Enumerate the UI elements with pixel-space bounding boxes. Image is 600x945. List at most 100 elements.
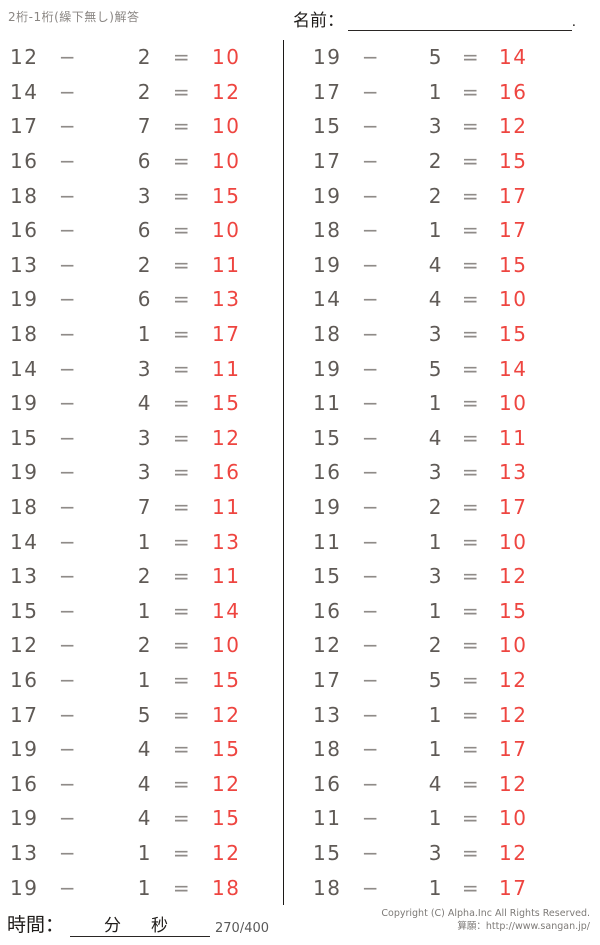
minus-sign: − [361,840,381,865]
subtrahend-value: 1 [428,529,443,554]
problem-row: 17 − 1 = 16 [284,75,600,110]
minuend-value: 19 [10,460,39,485]
subtrahend-value: 1 [137,598,152,623]
problem-row: 19 − 6 = 13 [0,282,283,317]
minuend-value: 16 [10,218,39,243]
problem-row: 19 − 4 = 15 [0,801,283,836]
problem-row: 19 − 2 = 17 [284,490,600,525]
minuend-value: 14 [313,287,342,312]
minus-sign: − [361,149,381,174]
answer-value: 17 [212,322,241,347]
answer-value: 10 [499,391,528,416]
subtrahend-value: 4 [137,391,152,416]
problem-row: 16 − 4 = 12 [284,766,600,801]
minuend-value: 11 [313,806,342,831]
minus-sign: − [361,356,381,381]
answer-value: 17 [499,875,528,900]
answer-value: 10 [499,633,528,658]
time-field: 時間： 分 秒 [7,910,211,937]
subtrahend-value: 4 [137,771,152,796]
minuend-value: 19 [10,287,39,312]
subtrahend-value: 1 [137,322,152,347]
minus-sign: − [361,79,381,104]
minus-sign: − [361,598,381,623]
answer-value: 10 [212,149,241,174]
subtrahend-value: 1 [428,79,443,104]
minus-sign: − [58,45,78,70]
minus-sign: − [58,633,78,658]
problem-row: 17 − 5 = 12 [0,697,283,732]
minus-sign: − [361,633,381,658]
minuend-value: 12 [313,633,342,658]
subtrahend-value: 2 [428,495,443,520]
answer-value: 10 [212,45,241,70]
subtrahend-value: 2 [137,564,152,589]
problem-row: 16 − 6 = 10 [0,213,283,248]
subtrahend-value: 2 [137,79,152,104]
subtrahend-value: 4 [428,252,443,277]
equals-sign: = [172,806,192,831]
equals-sign: = [172,425,192,450]
minus-sign: − [361,425,381,450]
problem-row: 15 − 3 = 12 [284,109,600,144]
minus-sign: − [361,529,381,554]
minus-sign: − [361,737,381,762]
answer-value: 12 [499,771,528,796]
minuend-value: 19 [10,806,39,831]
answer-value: 12 [499,702,528,727]
minus-sign: − [58,495,78,520]
answer-value: 15 [212,667,241,692]
subtrahend-value: 6 [137,287,152,312]
name-field: 名前：. [293,6,576,31]
equals-sign: = [172,737,192,762]
answer-value: 15 [212,391,241,416]
minus-sign: − [58,598,78,623]
answer-value: 13 [212,287,241,312]
equals-sign: = [172,252,192,277]
equals-sign: = [461,114,481,139]
subtrahend-value: 1 [428,875,443,900]
problem-row: 11 − 1 = 10 [284,801,600,836]
minus-sign: − [361,322,381,347]
subtrahend-value: 3 [137,183,152,208]
answer-value: 10 [212,114,241,139]
name-underline [348,11,572,31]
answer-value: 15 [212,183,241,208]
problem-row: 12 − 2 = 10 [0,628,283,663]
answer-value: 14 [499,356,528,381]
problem-row: 12 − 2 = 10 [284,628,600,663]
equals-sign: = [461,425,481,450]
subtrahend-value: 3 [137,425,152,450]
subtrahend-value: 3 [428,322,443,347]
minuend-value: 16 [313,771,342,796]
problem-row: 19 − 3 = 16 [0,455,283,490]
answer-value: 12 [499,840,528,865]
problem-row: 19 − 4 = 15 [0,732,283,767]
page-title: 2桁-1桁(繰下無し)解答 [8,10,140,24]
minuend-value: 15 [313,114,342,139]
minus-sign: − [361,806,381,831]
subtrahend-value: 1 [137,667,152,692]
equals-sign: = [461,495,481,520]
equals-sign: = [461,840,481,865]
minus-sign: − [361,495,381,520]
equals-sign: = [172,149,192,174]
answer-value: 10 [499,529,528,554]
equals-sign: = [461,322,481,347]
equals-sign: = [172,391,192,416]
minuend-value: 19 [313,252,342,277]
problem-row: 19 − 1 = 18 [0,870,283,905]
equals-sign: = [172,875,192,900]
minuend-value: 19 [313,45,342,70]
equals-sign: = [172,79,192,104]
equals-sign: = [461,460,481,485]
problem-row: 19 − 5 = 14 [284,351,600,386]
minus-sign: − [58,771,78,796]
minus-sign: − [58,840,78,865]
subtrahend-value: 3 [428,114,443,139]
answer-value: 10 [499,287,528,312]
equals-sign: = [172,322,192,347]
subtrahend-value: 1 [137,529,152,554]
subtrahend-value: 2 [137,252,152,277]
problems-column-right: 19 − 5 = 14 17 − 1 = 16 15 − 3 = 12 17 −… [283,40,600,905]
